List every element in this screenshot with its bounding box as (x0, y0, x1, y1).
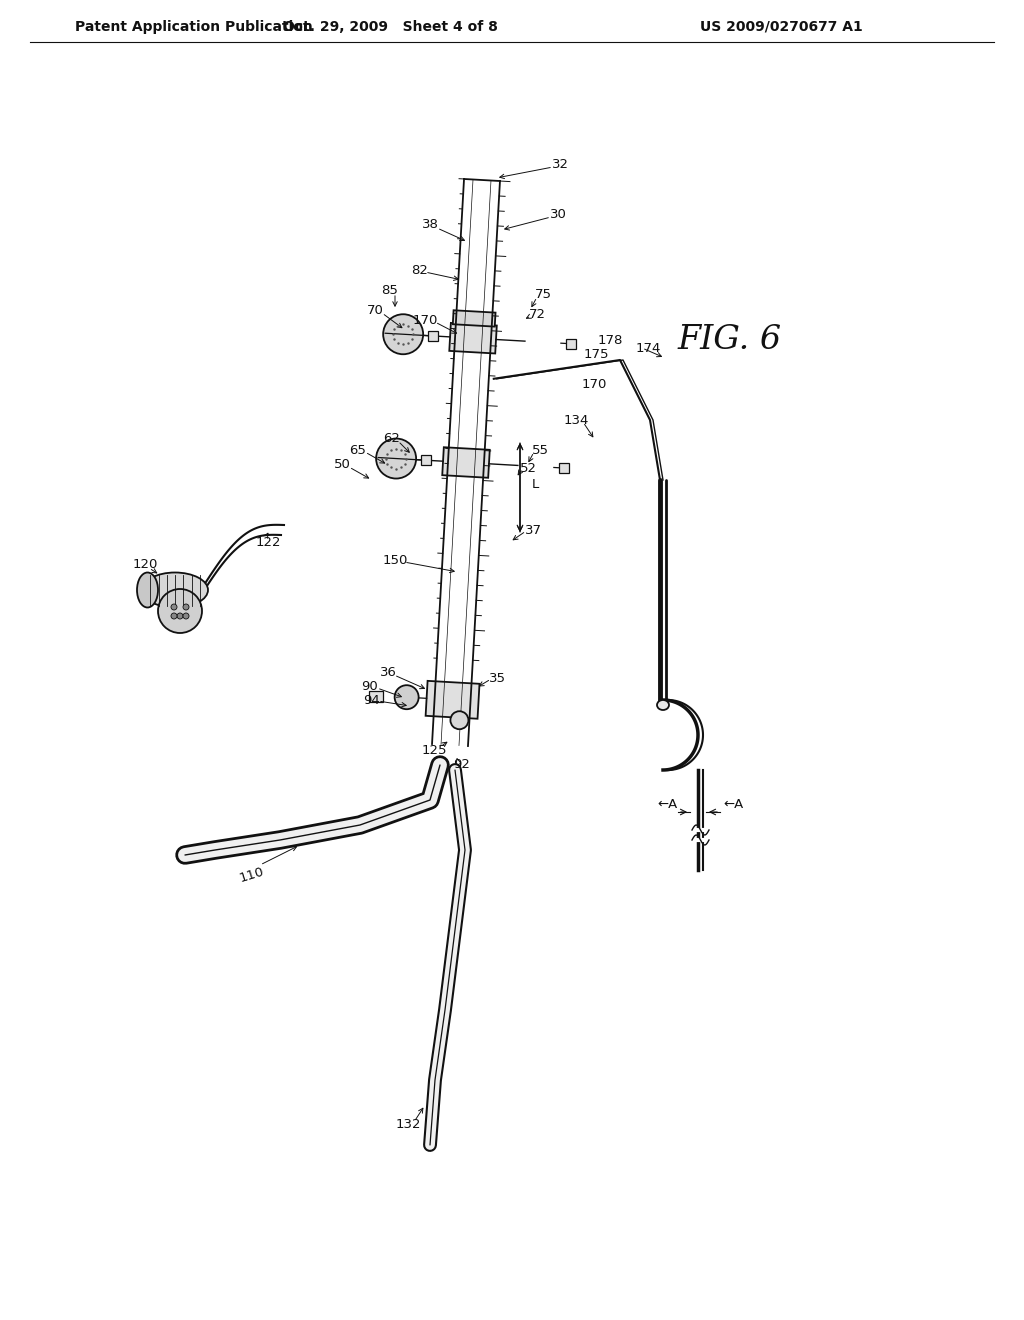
Circle shape (177, 612, 183, 619)
Text: 55: 55 (531, 444, 549, 457)
Circle shape (171, 612, 177, 619)
Bar (566, 339, 575, 348)
Text: 85: 85 (382, 284, 398, 297)
Text: 110: 110 (238, 865, 266, 884)
Text: 36: 36 (380, 665, 396, 678)
Ellipse shape (137, 573, 158, 607)
Text: 70: 70 (367, 304, 383, 317)
Text: 170: 170 (413, 314, 437, 326)
Text: 174: 174 (635, 342, 660, 355)
Text: 94: 94 (364, 693, 380, 706)
Circle shape (376, 438, 416, 479)
Text: 150: 150 (382, 553, 408, 566)
Text: 175: 175 (584, 348, 608, 362)
Text: 65: 65 (349, 444, 367, 457)
Text: 134: 134 (563, 413, 589, 426)
Circle shape (183, 612, 189, 619)
Text: 122: 122 (255, 536, 281, 549)
Bar (421, 455, 431, 465)
Text: 178: 178 (597, 334, 623, 346)
Polygon shape (450, 323, 497, 354)
Text: 38: 38 (422, 219, 438, 231)
Ellipse shape (142, 573, 208, 607)
Text: FIG. 6: FIG. 6 (678, 323, 782, 356)
Text: ←A: ←A (724, 797, 744, 810)
Polygon shape (442, 447, 489, 478)
Text: US 2009/0270677 A1: US 2009/0270677 A1 (700, 20, 863, 34)
Text: L: L (531, 479, 539, 491)
Text: 52: 52 (519, 462, 537, 474)
Text: 90: 90 (361, 680, 379, 693)
Text: 50: 50 (334, 458, 350, 471)
Text: 123: 123 (167, 614, 193, 627)
Circle shape (394, 685, 419, 709)
Bar (428, 331, 438, 341)
Text: 72: 72 (528, 309, 546, 322)
Text: 35: 35 (488, 672, 506, 685)
Text: Oct. 29, 2009   Sheet 4 of 8: Oct. 29, 2009 Sheet 4 of 8 (283, 20, 498, 34)
Text: 120: 120 (132, 558, 158, 572)
Polygon shape (453, 310, 496, 326)
Circle shape (451, 711, 468, 729)
Text: 92: 92 (454, 759, 470, 771)
Text: Patent Application Publication: Patent Application Publication (75, 20, 312, 34)
Text: 132: 132 (395, 1118, 421, 1131)
Polygon shape (426, 681, 479, 719)
Text: 75: 75 (535, 289, 552, 301)
Ellipse shape (657, 700, 669, 710)
Text: 32: 32 (552, 158, 568, 172)
Bar (369, 690, 383, 701)
Bar (559, 463, 569, 473)
Text: 62: 62 (384, 432, 400, 445)
Text: 125: 125 (421, 743, 446, 756)
Circle shape (171, 605, 177, 610)
Text: 170: 170 (582, 379, 606, 392)
Text: 30: 30 (550, 209, 566, 222)
Circle shape (383, 314, 423, 354)
Text: 37: 37 (524, 524, 542, 536)
Circle shape (183, 605, 189, 610)
Text: ←A: ←A (657, 797, 678, 810)
Circle shape (158, 589, 202, 634)
Text: 82: 82 (412, 264, 428, 276)
